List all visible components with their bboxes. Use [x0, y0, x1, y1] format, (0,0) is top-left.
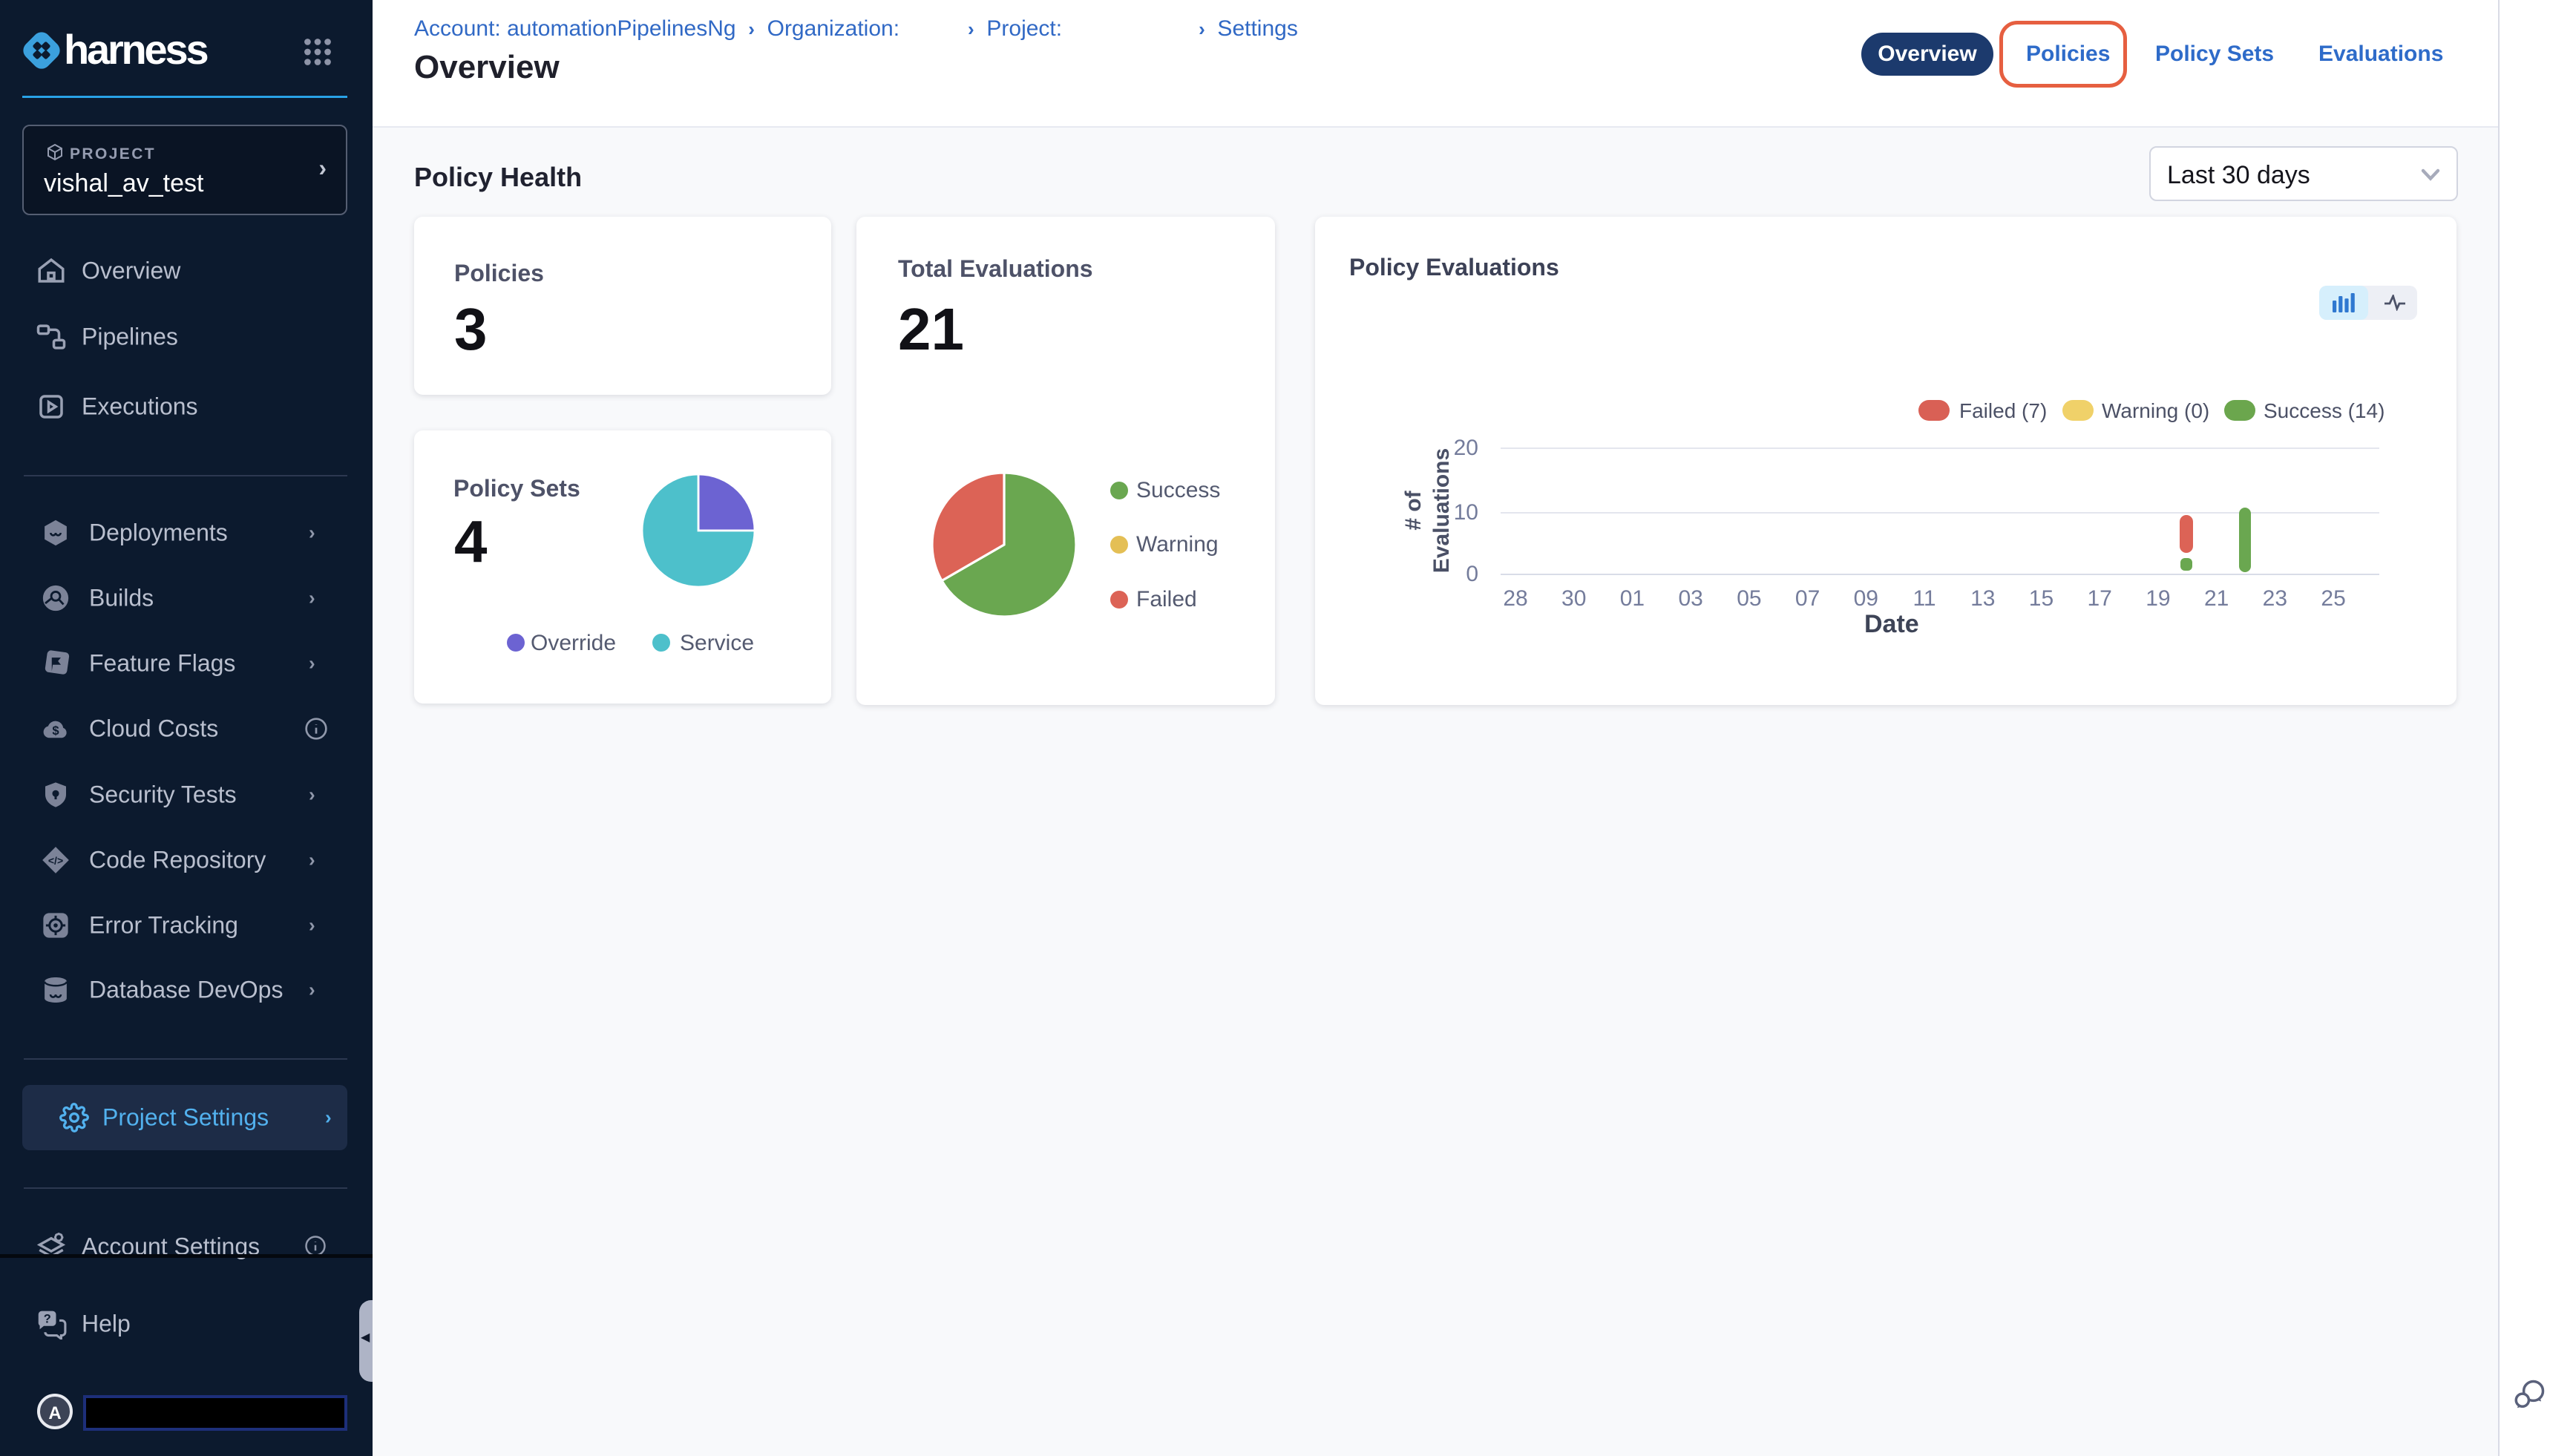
svg-text:?: ? [44, 1312, 51, 1325]
svg-text:$: $ [52, 724, 59, 738]
svg-text:</>: </> [48, 854, 63, 866]
